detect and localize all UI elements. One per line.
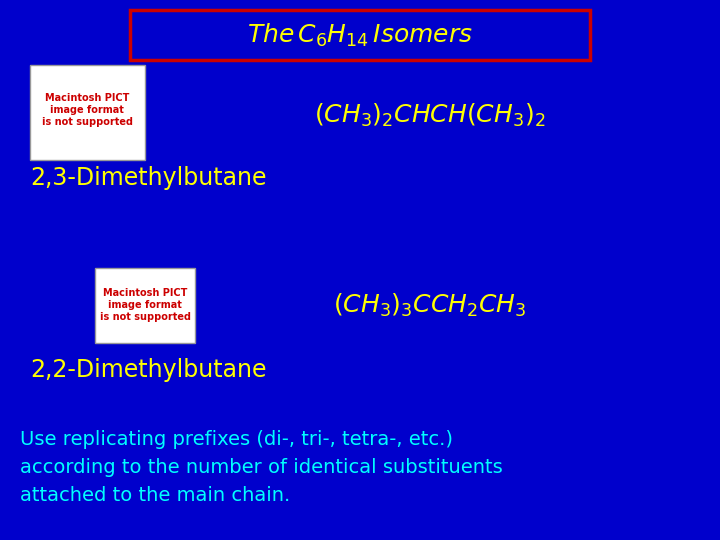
Text: Macintosh PICT
image format
is not supported: Macintosh PICT image format is not suppo… [42, 93, 132, 126]
Text: Macintosh PICT
image format
is not supported: Macintosh PICT image format is not suppo… [99, 288, 191, 322]
FancyBboxPatch shape [130, 10, 590, 60]
Text: $(CH_3)_3CCH_2CH_3$: $(CH_3)_3CCH_2CH_3$ [333, 292, 526, 319]
Text: 2,3-Dimethylbutane: 2,3-Dimethylbutane [30, 166, 266, 190]
FancyBboxPatch shape [30, 65, 145, 160]
Text: Use replicating prefixes (di-, tri-, tetra-, etc.)
according to the number of id: Use replicating prefixes (di-, tri-, tet… [20, 430, 503, 505]
Text: 2,2-Dimethylbutane: 2,2-Dimethylbutane [30, 358, 266, 382]
Text: $(CH_3)_2CHCH(CH_3)_2$: $(CH_3)_2CHCH(CH_3)_2$ [315, 102, 546, 129]
FancyBboxPatch shape [95, 268, 195, 343]
Text: $\mathit{The\/C_6H_{14}\/Isomers}$: $\mathit{The\/C_6H_{14}\/Isomers}$ [247, 22, 473, 49]
